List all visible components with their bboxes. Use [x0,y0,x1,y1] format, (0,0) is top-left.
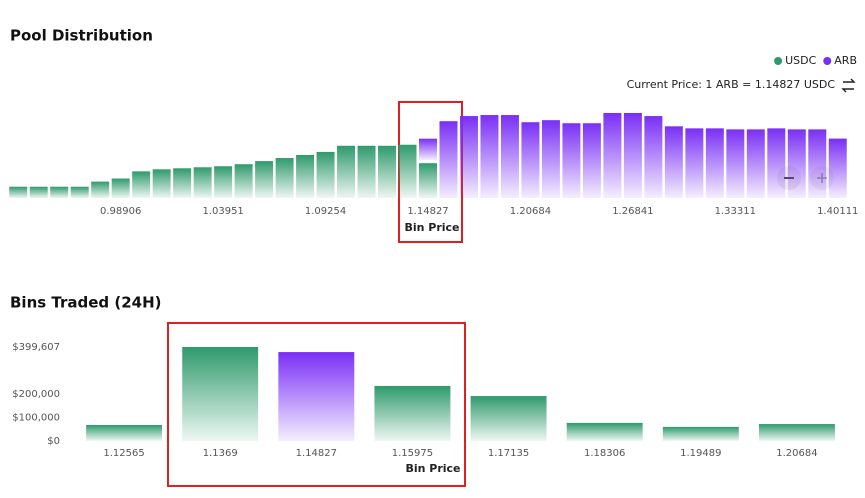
bar [255,161,274,198]
bar [91,181,110,198]
highlight-box [167,322,466,487]
x-tick-label: 1.09254 [305,206,346,217]
y-tick-label: $100,000 [12,412,60,423]
bar [398,144,417,198]
chart-title: Bins Traded (24H) [10,294,162,312]
current-price: Current Price: 1 ARB = 1.14827 USDC [627,78,836,91]
bar [500,115,519,198]
annotation: Bin Price [404,221,459,234]
x-tick-label: 1.03951 [202,206,243,217]
bar [357,145,376,198]
bar [132,171,151,198]
x-tick-label: 1.40111 [817,206,858,217]
bar [662,426,739,441]
bar [419,138,437,161]
bar [86,425,163,441]
bar [50,186,69,198]
x-tick-label: 1.14827 [407,206,448,217]
bar [278,352,355,441]
x-tick-label: 1.20684 [510,206,551,217]
bar [566,422,643,441]
x-tick-label: 1.26841 [612,206,653,217]
x-tick-label: 1.17135 [488,448,529,459]
x-tick-label: 1.12565 [103,448,144,459]
x-tick-label: 1.14827 [296,448,337,459]
bar [521,122,540,198]
x-tick-label: 1.15975 [392,448,433,459]
bar [828,138,847,198]
bar [374,385,451,441]
bar [603,113,622,198]
y-tick-label: $200,000 [12,389,60,400]
bar [439,121,458,198]
bar [234,164,253,198]
annotation: Bin Price [405,462,460,475]
x-tick-label: 1.18306 [584,448,625,459]
bar [623,113,642,198]
legend-marker [774,57,783,65]
bar [705,128,724,198]
swap-icon[interactable] [841,78,856,93]
bar [9,186,28,198]
bar [70,186,89,198]
y-tick-label: $0 [47,436,60,447]
bar [644,116,663,198]
bar [758,424,835,441]
bar [787,129,806,198]
chart-title: Pool Distribution [10,27,153,45]
bar [214,166,233,198]
bar [541,120,560,198]
bar [152,169,171,198]
bar [316,151,335,198]
bar [664,126,683,198]
bar [378,145,397,198]
bar [767,128,786,198]
bar [808,129,827,198]
bar [459,116,478,198]
legend-marker [823,57,832,65]
x-tick-label: 0.98906 [100,206,141,217]
x-tick-label: 1.19489 [680,448,721,459]
bar [685,128,704,198]
legend-label: ARB [834,54,857,67]
x-tick-label: 1.1369 [203,448,238,459]
x-tick-label: 1.33311 [715,206,756,217]
bar [726,129,745,198]
bar [470,396,547,441]
x-tick-label: 1.20684 [776,448,817,459]
bar [111,178,130,198]
bar [419,163,437,198]
bar [173,168,192,198]
bar [582,123,601,198]
y-tick-label: $399,607 [12,342,60,353]
bar [562,123,581,198]
bar [29,186,48,198]
bar [746,129,765,198]
bar [296,154,315,198]
bar [480,115,499,198]
bar [275,158,294,198]
legend-label: USDC [785,54,817,67]
bar [337,145,356,198]
bar [182,347,259,441]
bar [193,167,212,198]
